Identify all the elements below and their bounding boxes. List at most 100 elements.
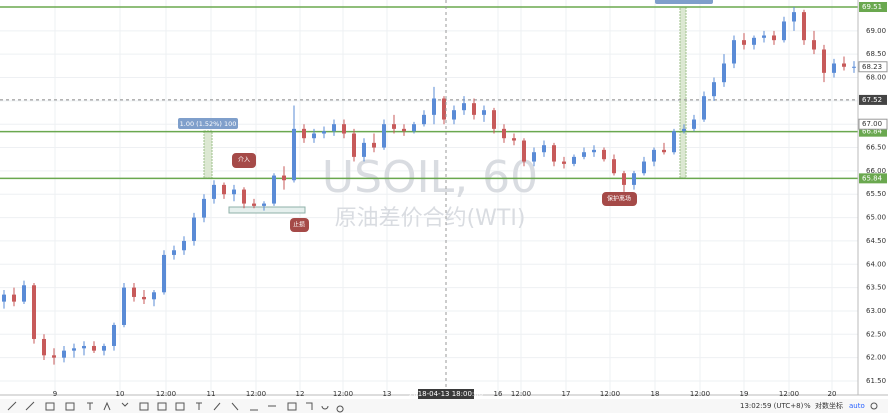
y-tick-label: 66.00 <box>866 167 886 175</box>
x-tick-label: 10 <box>116 390 125 398</box>
candle-body <box>652 149 656 162</box>
candle-body <box>832 63 836 73</box>
candle-body <box>332 124 336 132</box>
candle-body <box>112 324 116 346</box>
candle-body <box>792 12 796 22</box>
candle-body <box>292 128 296 181</box>
candle-body <box>142 296 146 300</box>
crosshair-label-bg <box>418 389 474 399</box>
x-tick-label: 12:00 <box>779 390 799 398</box>
price-label: 66.84 <box>862 128 883 136</box>
price-label-bg <box>858 118 888 130</box>
candle-body <box>822 49 826 73</box>
x-tick-label: 12:00 <box>511 390 531 398</box>
candle-body <box>772 35 776 41</box>
candle-body <box>812 40 816 50</box>
measure-zone <box>203 130 213 179</box>
price-label-bg <box>858 61 888 73</box>
x-tick-label: 19 <box>740 390 749 398</box>
measure-box <box>178 118 238 129</box>
candle-body <box>242 189 246 204</box>
price-label-bg <box>859 173 887 184</box>
y-tick-label: 68.00 <box>866 74 886 82</box>
callout <box>232 153 256 168</box>
candle-body <box>522 140 526 162</box>
candle-body <box>372 142 376 148</box>
candle-body <box>742 40 746 45</box>
x-tick-label: 12 <box>296 390 305 398</box>
candle-body <box>592 149 596 153</box>
candle-body <box>152 292 156 300</box>
callout <box>602 192 637 206</box>
candle-body <box>512 138 516 141</box>
toolbar-icons <box>7 401 344 413</box>
candle-body <box>102 345 106 351</box>
candle-body <box>122 287 126 325</box>
settings-icon[interactable] <box>870 402 878 410</box>
candle-body <box>202 198 206 218</box>
candle-body <box>482 110 486 115</box>
candle-body <box>702 96 706 120</box>
candle-body <box>402 128 406 132</box>
price-label-bg <box>859 2 887 13</box>
candle-body <box>762 35 766 38</box>
candle-body <box>572 156 576 164</box>
candle-body <box>662 149 666 153</box>
x-tick-label: 12:00 <box>156 390 176 398</box>
candle-body <box>272 175 276 204</box>
candle-body <box>502 128 506 139</box>
toolbar-auto[interactable]: auto <box>849 402 865 410</box>
callout-label: 介入 <box>238 157 250 164</box>
candle-body <box>382 124 386 148</box>
candle-body <box>542 145 546 153</box>
candle-body <box>752 37 756 45</box>
x-tick-label: 16 <box>494 390 503 398</box>
candle-body <box>452 110 456 120</box>
candle-body <box>172 250 176 255</box>
price-label-bg <box>859 126 887 137</box>
watermark-sub: 原油差价合约(WTI) <box>335 206 526 231</box>
candle-body <box>782 21 786 41</box>
callout-label: 止损 <box>293 221 305 229</box>
y-tick-label: 66.50 <box>866 144 886 152</box>
candle-body <box>312 133 316 139</box>
candle-body <box>352 133 356 157</box>
x-tick-label: 20 <box>828 390 837 398</box>
candle-body <box>392 124 396 129</box>
x-tick-label: 12:00 <box>690 390 710 398</box>
x-tick-label: 11 <box>207 390 216 398</box>
candle-body <box>532 152 536 162</box>
y-tick-label: 62.50 <box>866 330 886 338</box>
y-tick-label: 64.50 <box>866 237 886 245</box>
price-label: 68.23 <box>862 63 882 71</box>
candle-body <box>182 240 186 251</box>
candle-body <box>252 203 256 206</box>
candle-body <box>692 119 696 129</box>
x-tick-label: 13 <box>383 390 392 398</box>
candle-body <box>192 217 196 241</box>
price-label-bg <box>859 94 887 105</box>
toolbar-percent[interactable]: % <box>804 402 811 410</box>
candle-body <box>552 145 556 162</box>
x-tick-label: 17 <box>562 390 571 398</box>
candle-body <box>302 128 306 139</box>
y-tick-label: 68.50 <box>866 50 886 58</box>
price-label: 67.00 <box>862 120 882 128</box>
candle-body <box>62 350 66 358</box>
callout <box>290 218 309 232</box>
x-tick-label: 12:00 <box>333 390 353 398</box>
candle-body <box>82 345 86 349</box>
y-tick-label: 69.00 <box>866 27 886 35</box>
candle-body <box>842 63 846 67</box>
x-tick-label: 12:00 <box>600 390 620 398</box>
candle-body <box>602 149 606 160</box>
candle-body <box>212 184 216 199</box>
toolbar-log[interactable]: 对数坐标 <box>815 401 843 410</box>
candle-body <box>32 285 36 339</box>
candle-body <box>342 124 346 134</box>
candle-body <box>12 294 16 302</box>
candle-body <box>462 103 466 111</box>
stop-zone <box>228 206 306 214</box>
candle-body <box>612 159 616 174</box>
